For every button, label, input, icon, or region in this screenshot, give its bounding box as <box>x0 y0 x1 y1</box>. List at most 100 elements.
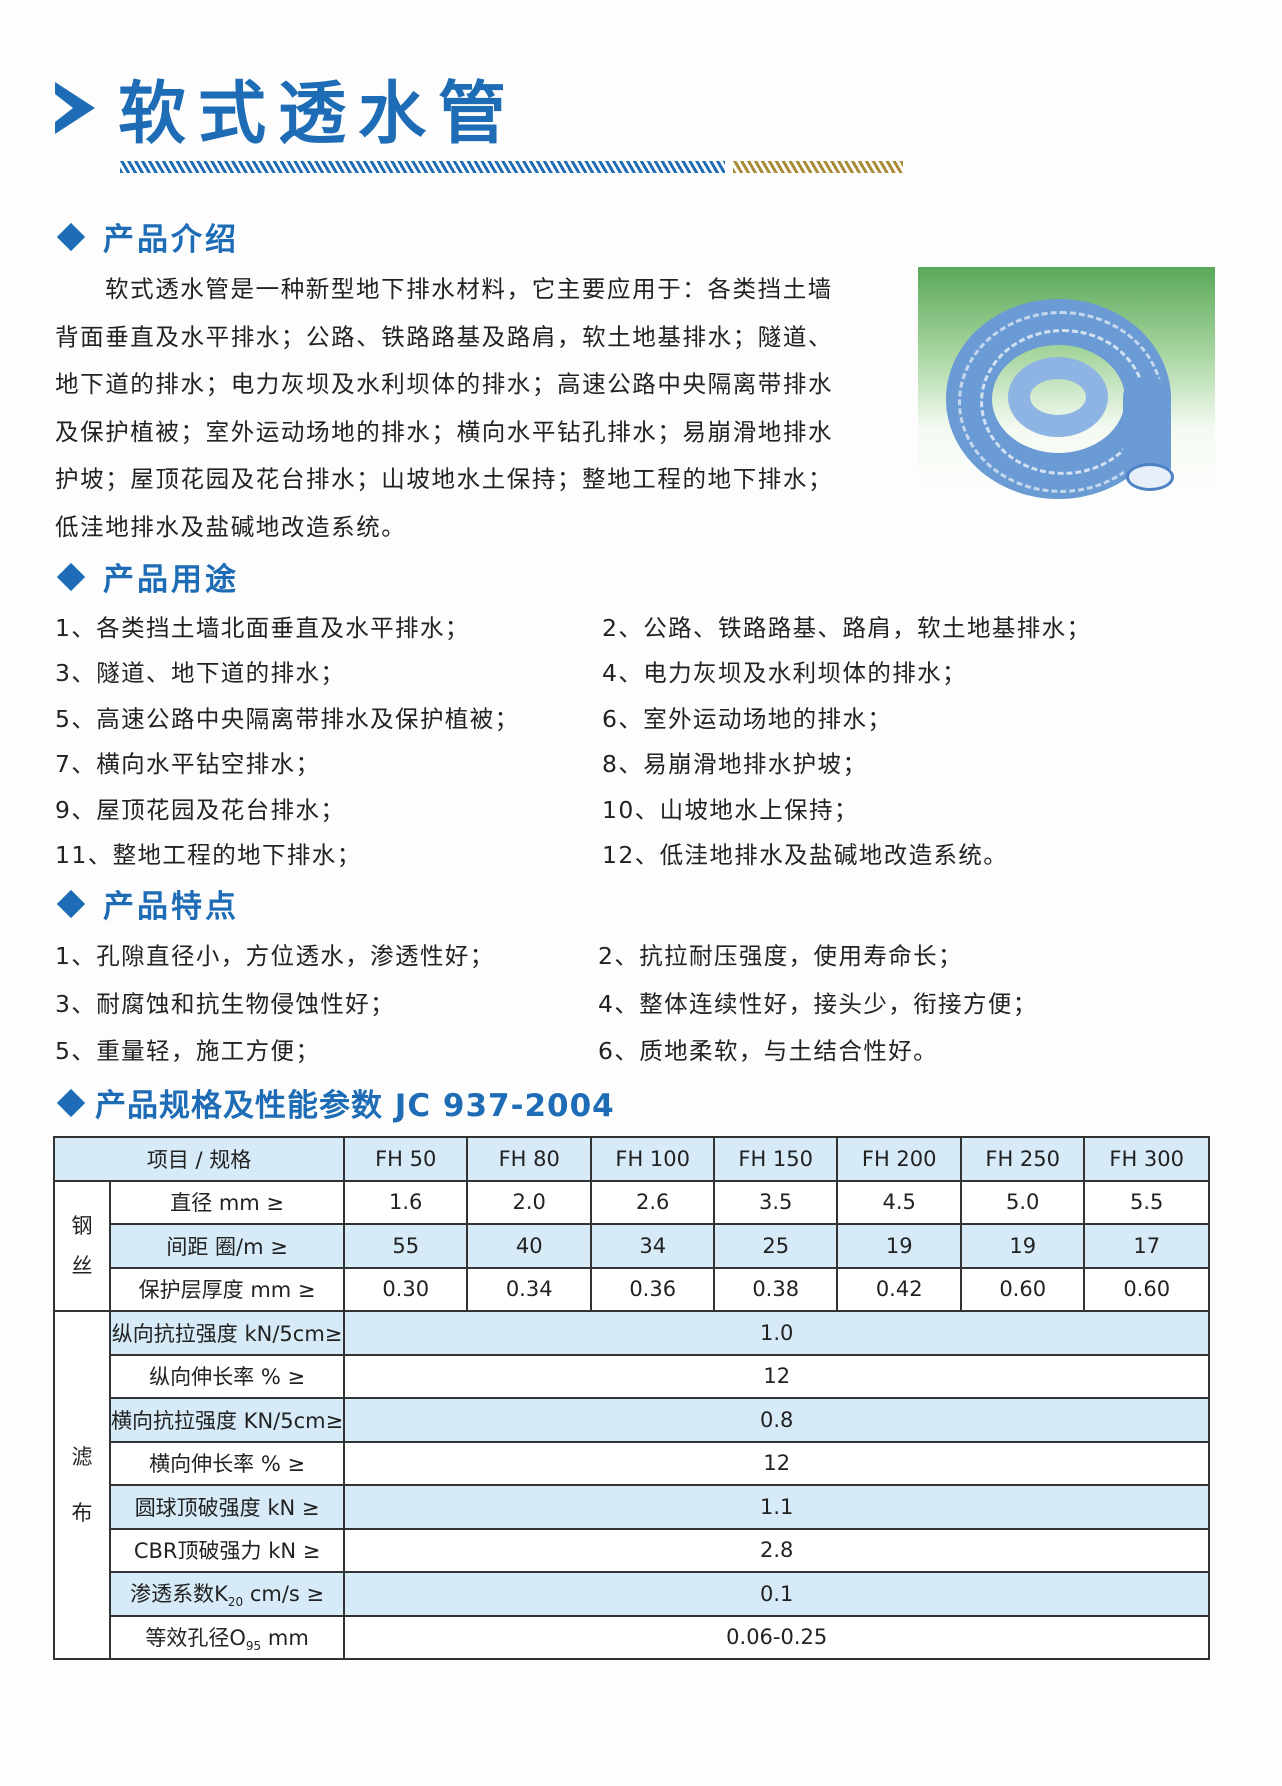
row-label: 圆球顶破强度 kN ≥ <box>108 1484 346 1530</box>
title-stripe-gold <box>733 161 903 173</box>
diamond-bullet-icon <box>56 889 86 918</box>
use-item: 4、电力灰坝及水利坝体的排水； <box>602 659 967 687</box>
row-label: 纵向抗拉强度 kN/5cm≥ <box>108 1310 346 1356</box>
cell: 0.60 <box>1083 1266 1211 1312</box>
use-item: 7、横向水平钻空排水； <box>55 750 321 778</box>
title-arrow-icon <box>55 82 95 134</box>
intro-line: 低洼地排水及盐碱地改造系统。 <box>55 512 407 541</box>
intro-line: 地下道的排水；电力灰坝及水利坝体的排水；高速公路中央隔离带排水 <box>55 370 834 399</box>
cell: 0.42 <box>836 1266 963 1312</box>
intro-line: 护坡；屋顶花园及花台排水；山坡地水土保持；整地工程的地下排水； <box>55 465 834 494</box>
row-label: 横向伸长率 % ≥ <box>108 1440 346 1486</box>
section-heading-text: 产品规格及性能参数 JC 937-2004 <box>95 1088 615 1124</box>
table-row: 保护层厚度 mm ≥ 0.30 0.34 0.36 0.38 0.42 0.60… <box>54 1266 1211 1312</box>
section-heading-uses: 产品用途 <box>55 554 239 599</box>
use-item: 9、屋顶花园及花台排水； <box>55 796 346 824</box>
intro-line: 背面垂直及水平排水；公路、铁路路基及路肩，软土地基排水；隧道、 <box>55 322 834 351</box>
cell: 0.1 <box>343 1571 1211 1617</box>
table-row: 滤布 纵向抗拉强度 kN/5cm≥ 1.0 <box>53 1310 1211 1660</box>
row-label: 横向抗拉强度 KN/5cm≥ <box>108 1397 346 1443</box>
feature-item: 2、抗拉耐压强度，使用寿命长； <box>598 942 963 970</box>
section-heading-text: 产品介绍 <box>103 222 239 258</box>
cell: 34 <box>590 1223 716 1269</box>
table-row: 等效孔径O95 mm 0.06-0.25 <box>54 1614 1211 1660</box>
use-item: 2、公路、铁路路基、路肩，软土地基排水； <box>602 614 1092 642</box>
use-item: 3、隧道、地下道的排水； <box>55 659 346 687</box>
use-item: 11、整地工程的地下排水； <box>55 841 362 869</box>
cell: 5.5 <box>1083 1179 1211 1225</box>
spec-table: 项目 / 规格 FH 50 FH 80 FH 100 FH 150 FH 200… <box>52 1136 1211 1660</box>
header-cell: 项目 / 规格 <box>52 1136 346 1182</box>
intro-line: 软式透水管是一种新型地下排水材料，它主要应用于：各类挡土墙 <box>105 275 833 303</box>
cell: 12 <box>343 1353 1211 1399</box>
use-item: 6、室外运动场地的排水； <box>602 705 893 733</box>
row-label: 保护层厚度 mm ≥ <box>108 1266 346 1312</box>
row-label: 直径 mm ≥ <box>108 1179 346 1225</box>
header-cell: FH 200 <box>836 1136 963 1182</box>
cell: 1.1 <box>343 1484 1211 1530</box>
section-heading-features: 产品特点 <box>55 881 239 926</box>
header-cell: FH 300 <box>1083 1136 1211 1182</box>
section-heading-text: 产品特点 <box>103 889 239 925</box>
section-heading-specs: 产品规格及性能参数 JC 937-2004 <box>55 1080 615 1125</box>
feature-item: 5、重量轻，施工方便； <box>55 1037 321 1065</box>
use-item: 1、各类挡土墙北面垂直及水平排水； <box>55 614 470 642</box>
cell: 5.0 <box>960 1179 1086 1225</box>
row-label: 渗透系数K20 cm/s ≥ <box>108 1571 346 1617</box>
diamond-bullet-icon <box>56 1088 86 1117</box>
cell: 0.36 <box>590 1266 716 1312</box>
diamond-bullet-icon <box>56 222 86 251</box>
diamond-bullet-icon <box>56 562 86 591</box>
cell: 0.30 <box>343 1266 469 1312</box>
cell: 40 <box>466 1223 593 1269</box>
group-cell-filter: 滤布 <box>53 1310 111 1660</box>
table-row: 间距 圈/m ≥ 55 40 34 25 19 19 17 <box>54 1223 1211 1269</box>
use-item: 10、山坡地水上保持； <box>602 796 859 824</box>
cell: 19 <box>836 1223 963 1269</box>
cell: 1.0 <box>343 1310 1211 1356</box>
group-cell-steel: 钢丝 <box>53 1179 111 1312</box>
section-heading-intro: 产品介绍 <box>55 214 239 259</box>
table-row: 纵向伸长率 % ≥ 12 <box>54 1353 1211 1399</box>
feature-item: 4、整体连续性好，接头少，衔接方便； <box>598 990 1038 1018</box>
table-row: 钢丝 直径 mm ≥ 1.6 2.0 2.6 3.5 4.5 5.0 5.5 <box>53 1179 1211 1312</box>
cell: 0.38 <box>713 1266 839 1312</box>
use-item: 8、易崩滑地排水护坡； <box>602 750 868 778</box>
cell: 0.60 <box>960 1266 1086 1312</box>
cell: 17 <box>1083 1223 1211 1269</box>
cell: 2.8 <box>343 1527 1211 1573</box>
header-cell: FH 150 <box>713 1136 839 1182</box>
cell: 1.6 <box>343 1179 469 1225</box>
table-row: 渗透系数K20 cm/s ≥ 0.1 <box>54 1571 1211 1617</box>
section-heading-text: 产品用途 <box>103 562 239 598</box>
header-cell: FH 100 <box>590 1136 716 1182</box>
cell: 4.5 <box>836 1179 963 1225</box>
feature-item: 1、孔隙直径小，方位透水，渗透性好； <box>55 942 495 970</box>
table-row: CBR顶破强力 kN ≥ 2.8 <box>54 1527 1211 1573</box>
use-item: 5、高速公路中央隔离带排水及保护植被； <box>55 705 520 733</box>
header-cell: FH 250 <box>960 1136 1086 1182</box>
cell: 3.5 <box>713 1179 839 1225</box>
cell: 0.06-0.25 <box>343 1614 1211 1660</box>
intro-paragraph: 软式透水管是一种新型地下排水材料，它主要应用于：各类挡土墙 背面垂直及水平排水；… <box>55 266 915 552</box>
row-label: 纵向伸长率 % ≥ <box>108 1353 346 1399</box>
cell: 2.6 <box>590 1179 716 1225</box>
row-label: CBR顶破强力 kN ≥ <box>108 1527 346 1573</box>
feature-item: 6、质地柔软，与土结合性好。 <box>598 1037 939 1065</box>
row-label: 间距 圈/m ≥ <box>108 1223 346 1269</box>
feature-item: 3、耐腐蚀和抗生物侵蚀性好； <box>55 990 396 1018</box>
page-title: 软式透水管 <box>118 74 519 154</box>
table-row: 横向伸长率 % ≥ 12 <box>54 1440 1211 1486</box>
use-item: 12、低洼地排水及盐碱地改造系统。 <box>602 841 1009 869</box>
cell: 55 <box>343 1223 469 1269</box>
cell: 12 <box>343 1440 1211 1486</box>
row-label: 等效孔径O95 mm <box>108 1614 346 1660</box>
cell: 25 <box>713 1223 839 1269</box>
cell: 2.0 <box>466 1179 593 1225</box>
cell: 0.8 <box>343 1397 1211 1443</box>
table-row: 圆球顶破强度 kN ≥ 1.1 <box>54 1484 1211 1530</box>
intro-line: 及保护植被；室外运动场地的排水；横向水平钻孔排水；易崩滑地排水 <box>55 417 834 446</box>
header-cell: FH 50 <box>343 1136 469 1182</box>
cell: 19 <box>960 1223 1086 1269</box>
title-stripe-blue <box>120 161 725 173</box>
